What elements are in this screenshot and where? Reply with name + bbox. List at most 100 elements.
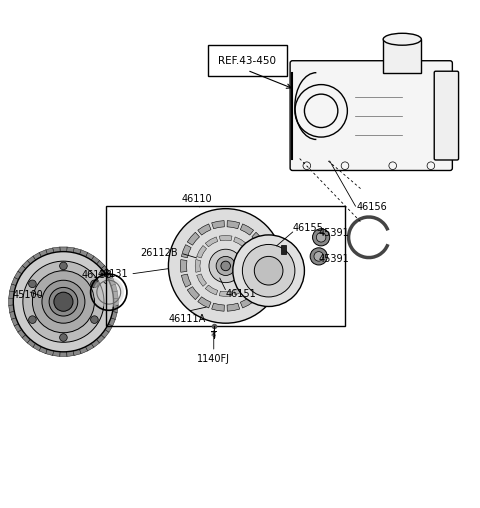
Polygon shape <box>198 224 211 235</box>
Polygon shape <box>53 351 60 357</box>
Circle shape <box>216 257 235 275</box>
Polygon shape <box>33 252 41 260</box>
Polygon shape <box>27 339 36 347</box>
Polygon shape <box>14 324 22 332</box>
Polygon shape <box>113 298 118 305</box>
Polygon shape <box>234 237 246 247</box>
Circle shape <box>94 277 124 307</box>
Polygon shape <box>240 224 253 235</box>
Text: 45100: 45100 <box>12 290 43 300</box>
Circle shape <box>29 280 36 288</box>
Circle shape <box>42 280 85 323</box>
Text: 46111A: 46111A <box>169 313 206 324</box>
Polygon shape <box>96 261 105 269</box>
Polygon shape <box>73 248 81 255</box>
Polygon shape <box>260 245 270 258</box>
Polygon shape <box>10 284 16 292</box>
Polygon shape <box>67 247 74 252</box>
Circle shape <box>54 292 73 311</box>
Polygon shape <box>91 256 100 264</box>
Text: 45391: 45391 <box>319 254 349 264</box>
Polygon shape <box>22 335 30 343</box>
Circle shape <box>254 257 283 285</box>
Polygon shape <box>18 266 26 274</box>
Bar <box>383 39 421 73</box>
Polygon shape <box>22 261 30 269</box>
Polygon shape <box>245 245 255 258</box>
Polygon shape <box>113 305 118 312</box>
Text: 46158: 46158 <box>82 270 112 280</box>
Polygon shape <box>39 346 48 354</box>
Polygon shape <box>108 277 115 285</box>
Polygon shape <box>240 297 253 308</box>
Polygon shape <box>260 274 270 287</box>
Polygon shape <box>9 305 14 312</box>
Text: 45391: 45391 <box>319 228 349 238</box>
Text: 26112B: 26112B <box>140 248 178 258</box>
Polygon shape <box>80 346 88 354</box>
Polygon shape <box>245 274 255 287</box>
Polygon shape <box>111 284 117 292</box>
Polygon shape <box>39 250 48 257</box>
Polygon shape <box>212 303 224 311</box>
Polygon shape <box>198 297 211 308</box>
Ellipse shape <box>383 34 421 45</box>
Polygon shape <box>46 248 54 255</box>
Polygon shape <box>73 349 81 356</box>
Polygon shape <box>80 250 88 257</box>
Text: 1140FJ: 1140FJ <box>197 354 230 364</box>
Circle shape <box>60 334 67 341</box>
Text: 46131: 46131 <box>97 269 128 279</box>
Polygon shape <box>85 343 94 351</box>
Polygon shape <box>197 274 206 287</box>
Polygon shape <box>197 245 206 258</box>
Text: 46110: 46110 <box>182 194 212 204</box>
Circle shape <box>310 248 327 265</box>
Polygon shape <box>10 311 16 320</box>
Polygon shape <box>251 260 256 272</box>
Circle shape <box>56 295 71 309</box>
Polygon shape <box>12 277 19 285</box>
FancyBboxPatch shape <box>434 71 458 160</box>
Text: 46155: 46155 <box>292 223 324 233</box>
Polygon shape <box>205 237 218 247</box>
Polygon shape <box>14 271 22 279</box>
Polygon shape <box>113 291 118 298</box>
Circle shape <box>221 261 230 271</box>
Circle shape <box>60 262 67 270</box>
Polygon shape <box>212 220 224 229</box>
Circle shape <box>242 244 295 297</box>
Text: 46156: 46156 <box>357 202 388 212</box>
Circle shape <box>33 271 95 333</box>
Polygon shape <box>187 287 200 300</box>
Circle shape <box>316 233 326 242</box>
Polygon shape <box>111 311 117 320</box>
Polygon shape <box>105 324 113 332</box>
Polygon shape <box>252 287 264 300</box>
Polygon shape <box>187 232 200 245</box>
Polygon shape <box>9 298 13 305</box>
Circle shape <box>314 251 324 261</box>
Polygon shape <box>33 343 41 351</box>
Polygon shape <box>227 220 240 229</box>
Bar <box>281 245 286 254</box>
Polygon shape <box>18 330 26 338</box>
Polygon shape <box>12 318 19 326</box>
Polygon shape <box>219 291 232 297</box>
Polygon shape <box>101 266 109 274</box>
Polygon shape <box>60 352 67 357</box>
Circle shape <box>13 251 114 352</box>
Polygon shape <box>180 260 187 272</box>
Circle shape <box>312 229 330 246</box>
Text: REF.43-450: REF.43-450 <box>218 56 276 66</box>
Polygon shape <box>195 260 201 272</box>
Circle shape <box>168 209 283 323</box>
Polygon shape <box>53 247 60 252</box>
Bar <box>107 206 345 326</box>
Text: 46151: 46151 <box>226 289 256 299</box>
Polygon shape <box>101 330 109 338</box>
Polygon shape <box>91 339 100 347</box>
Circle shape <box>91 316 98 324</box>
Circle shape <box>23 261 104 342</box>
Polygon shape <box>105 271 113 279</box>
